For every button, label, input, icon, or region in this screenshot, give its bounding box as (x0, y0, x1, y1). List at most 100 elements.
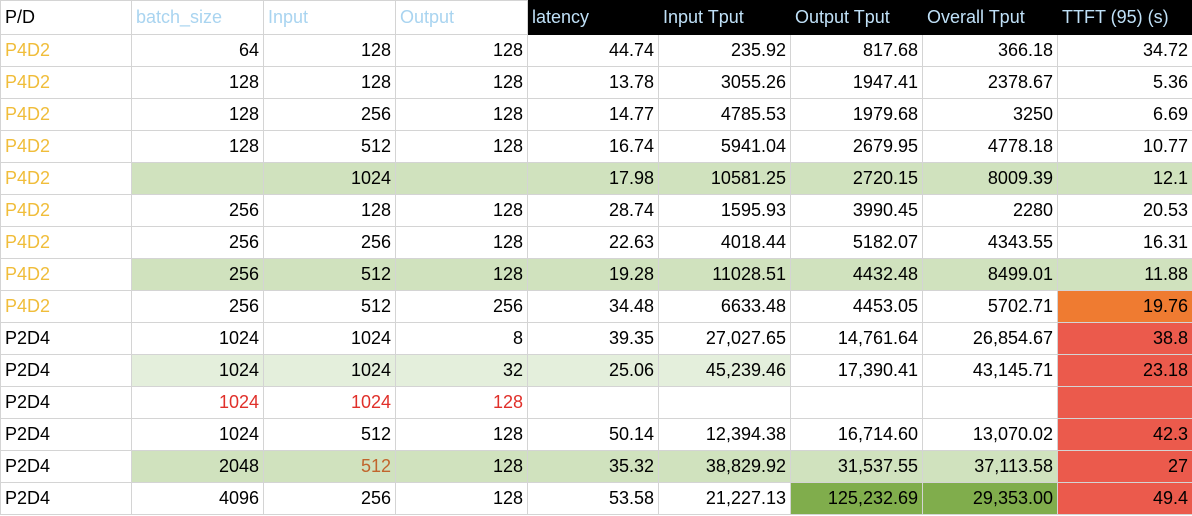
cell: 34.72 (1057, 34, 1192, 67)
cell: 31,537.55 (790, 450, 923, 483)
cell: P2D4 (0, 450, 132, 483)
cell: 128 (395, 386, 528, 419)
cell: 4096 (131, 482, 264, 515)
cell: 26,854.67 (922, 322, 1058, 355)
cell: 53.58 (527, 482, 659, 515)
cell: 512 (263, 290, 396, 323)
cell: 14,761.64 (790, 322, 923, 355)
cell: 11028.51 (658, 258, 791, 291)
header-cell: Output Tput (790, 0, 923, 35)
data-row: P4D2 1024 17.98 10581.25 2720.15 8009.39 12.1 (0, 162, 1192, 195)
cell: P4D2 (0, 162, 132, 195)
cell: 38,829.92 (658, 450, 791, 483)
cell: 1595.93 (658, 194, 791, 227)
cell: 1024 (263, 162, 396, 195)
cell: 2679.95 (790, 130, 923, 163)
cell: 125,232.69 (790, 482, 923, 515)
cell: 5941.04 (658, 130, 791, 163)
cell: 14.77 (527, 98, 659, 131)
cell: 38.8 (1057, 322, 1192, 355)
cell: 2720.15 (790, 162, 923, 195)
data-row: P4D2 64 128 128 44.74 235.92 817.68 366.18 34.72 (0, 34, 1192, 67)
cell: 4778.18 (922, 130, 1058, 163)
cell: 128 (395, 194, 528, 227)
cell (395, 162, 528, 195)
cell: 25.06 (527, 354, 659, 387)
data-row: P4D2 256 512 256 34.48 6633.48 4453.05 5702.71 1… (0, 290, 1192, 323)
cell: 128 (263, 34, 396, 67)
cell: 23.18 (1057, 354, 1192, 387)
data-row: P2D4 1024 1024 8 39.35 27,027.65 14,761.64 26,8… (0, 322, 1192, 355)
cell: 4343.55 (922, 226, 1058, 259)
data-row: P2D4 4096 256 128 53.58 21,227.13 125,232.69 29… (0, 482, 1192, 515)
cell: 256 (263, 482, 396, 515)
cell: 1024 (131, 354, 264, 387)
cell: 256 (263, 226, 396, 259)
cell: 4453.05 (790, 290, 923, 323)
cell: 128 (395, 226, 528, 259)
cell: 44.74 (527, 34, 659, 67)
cell: 2378.67 (922, 66, 1058, 99)
cell: 16,714.60 (790, 418, 923, 451)
cell: 128 (395, 418, 528, 451)
cell: 8 (395, 322, 528, 355)
cell: 256 (131, 258, 264, 291)
cell: 22.63 (527, 226, 659, 259)
cell: 39.35 (527, 322, 659, 355)
cell: P4D2 (0, 258, 132, 291)
cell: P4D2 (0, 194, 132, 227)
cell: 8499.01 (922, 258, 1058, 291)
cell: 256 (395, 290, 528, 323)
cell: 512 (263, 130, 396, 163)
cell: 128 (131, 66, 264, 99)
cell: 10.77 (1057, 130, 1192, 163)
data-row: P2D4 2048 512 128 35.32 38,829.92 31,537.55 37,… (0, 450, 1192, 483)
cell: 35.32 (527, 450, 659, 483)
cell: 64 (131, 34, 264, 67)
data-row: P4D2 128 256 128 14.77 4785.53 1979.68 3250 6.69 (0, 98, 1192, 131)
header-cell: latency (527, 0, 659, 35)
header-cell: TTFT (95) (s) (1057, 0, 1192, 35)
cell: 2280 (922, 194, 1058, 227)
cell: P2D4 (0, 482, 132, 515)
cell: 34.48 (527, 290, 659, 323)
header-cell: batch_size (131, 0, 264, 35)
cell: 3055.26 (658, 66, 791, 99)
cell: 16.31 (1057, 226, 1192, 259)
cell: 17,390.41 (790, 354, 923, 387)
cell: 19.76 (1057, 290, 1192, 323)
cell (1057, 386, 1192, 419)
cell: 128 (395, 66, 528, 99)
data-row: P4D2 128 512 128 16.74 5941.04 2679.95 4778.18 1… (0, 130, 1192, 163)
cell: 1024 (131, 386, 264, 419)
cell: P2D4 (0, 354, 132, 387)
cell: 128 (131, 130, 264, 163)
cell: 128 (395, 482, 528, 515)
cell: 17.98 (527, 162, 659, 195)
cell: 4432.48 (790, 258, 923, 291)
cell: 128 (263, 66, 396, 99)
cell (658, 386, 791, 419)
cell: 5182.07 (790, 226, 923, 259)
cell: 13.78 (527, 66, 659, 99)
cell: 6.69 (1057, 98, 1192, 131)
cell: 20.53 (1057, 194, 1192, 227)
data-row: P4D2 256 128 128 28.74 1595.93 3990.45 2280 20.5… (0, 194, 1192, 227)
cell: 11.88 (1057, 258, 1192, 291)
cell: 50.14 (527, 418, 659, 451)
header-cell: Input Tput (658, 0, 791, 35)
data-row: P2D4 1024 1024 128 (0, 386, 1192, 419)
cell: 12.1 (1057, 162, 1192, 195)
cell: 1024 (263, 354, 396, 387)
cell: 43,145.71 (922, 354, 1058, 387)
cell: 128 (395, 130, 528, 163)
cell: 128 (263, 194, 396, 227)
cell: 512 (263, 450, 396, 483)
cell: P4D2 (0, 226, 132, 259)
cell: 10581.25 (658, 162, 791, 195)
cell: 366.18 (922, 34, 1058, 67)
cell: 27 (1057, 450, 1192, 483)
cell: P4D2 (0, 66, 132, 99)
